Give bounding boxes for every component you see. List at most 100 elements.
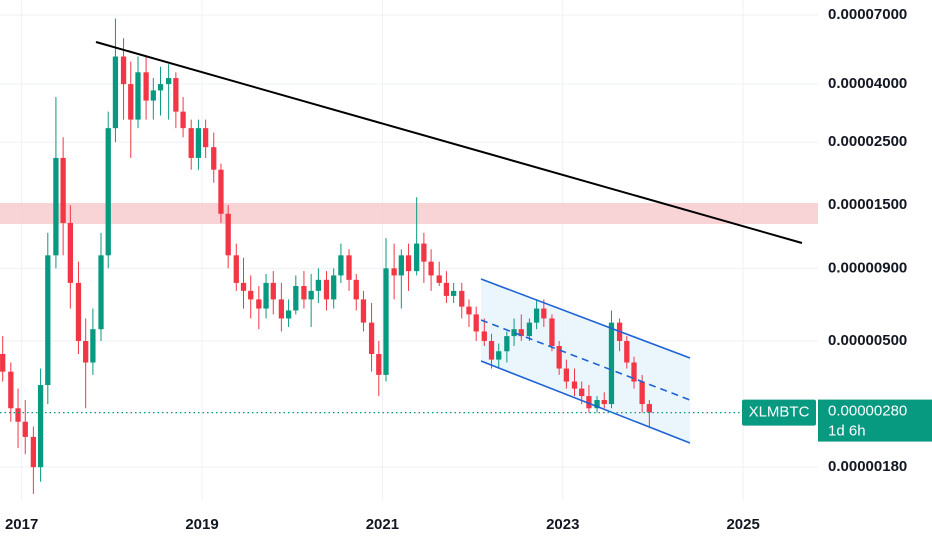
channel-bottom: [480, 360, 691, 444]
y-tick-label: 0.00000500: [828, 332, 907, 349]
candle-body: [421, 243, 427, 262]
candle-body: [37, 385, 44, 468]
candle-body: [278, 299, 285, 319]
candle-body: [233, 255, 239, 283]
price-label-bg: [818, 399, 932, 442]
candle-body: [150, 90, 156, 101]
candle-body: [15, 408, 21, 422]
candle-body: [90, 329, 96, 363]
candle-body: [518, 329, 524, 337]
x-tick-label: 2021: [366, 516, 399, 533]
candle-body: [60, 157, 66, 223]
price-label: 0.00000280: [828, 403, 907, 420]
candle-body: [594, 400, 600, 409]
candle-body: [391, 268, 397, 276]
candle-body: [135, 72, 141, 120]
candle-body: [504, 336, 510, 352]
x-tick-label: 2017: [5, 516, 38, 533]
candle-body: [157, 84, 164, 91]
candle-body: [143, 72, 149, 101]
candle-body: [473, 314, 479, 332]
candle-body: [338, 255, 344, 276]
candle-body: [346, 255, 352, 280]
axes: 2017 2019 2021 2023 2025 0.00007000 0.00004000…: [0, 6, 932, 533]
candle-body: [173, 78, 179, 112]
candle-body: [256, 299, 262, 309]
candle-body: [624, 340, 630, 363]
candle-body: [30, 436, 37, 468]
candle-body: [285, 310, 292, 319]
candle-body: [496, 351, 502, 360]
trend-line: [95, 41, 803, 244]
candle-body: [22, 421, 28, 437]
candle-body: [436, 275, 442, 283]
candle-body: [270, 282, 276, 300]
candle-body: [315, 279, 321, 291]
candle-body: [601, 400, 607, 405]
candle-body: [579, 388, 585, 397]
candle-body: [563, 368, 570, 382]
y-tick-label: 0.00002500: [828, 133, 907, 150]
candle-body: [263, 282, 269, 309]
candle-body: [556, 346, 562, 369]
candle-body: [75, 282, 82, 341]
candle-body: [541, 308, 547, 319]
candle-body: [225, 213, 231, 256]
candle-body: [549, 318, 555, 347]
candle-body: [376, 353, 382, 375]
candle-body: [405, 255, 412, 272]
candle-body: [53, 157, 59, 256]
resistance-zone: [0, 203, 818, 224]
candle-body: [443, 282, 450, 296]
candle-body: [45, 255, 51, 386]
candles: [0, 18, 652, 494]
candle-body: [353, 279, 359, 300]
candle-body: [533, 308, 540, 323]
y-tick-label: 0.00001500: [828, 196, 907, 213]
candle-body: [586, 396, 592, 409]
candle-body: [240, 282, 247, 291]
x-tick-label: 2019: [185, 516, 218, 533]
x-tick-label: 2025: [726, 516, 759, 533]
y-tick-label: 0.00007000: [828, 6, 907, 23]
countdown-label: 1d 6h: [828, 423, 866, 440]
candle-body: [105, 128, 111, 256]
candle-body: [571, 381, 578, 389]
candle-body: [128, 84, 134, 120]
candle-body: [646, 404, 652, 413]
candle-body: [248, 290, 254, 300]
candle-body: [459, 290, 465, 307]
candle-body: [398, 255, 404, 276]
candle-body: [323, 279, 330, 300]
candle-body: [188, 128, 194, 158]
candle-body: [414, 243, 420, 272]
candle-body: [331, 275, 337, 300]
channel-fill: [481, 279, 690, 443]
candle-body: [98, 255, 104, 330]
y-tick-label: 0.00000900: [828, 259, 907, 276]
y-tick-label: 0.00000180: [828, 458, 907, 475]
x-tick-label: 2023: [546, 516, 579, 533]
candle-body: [195, 128, 202, 158]
candle-body: [451, 290, 457, 296]
candle-body: [488, 340, 495, 360]
candle-body: [67, 222, 73, 283]
candle-body: [293, 286, 299, 311]
candle-body: [308, 290, 314, 300]
candle-body: [8, 371, 14, 409]
symbol-label: XLMBTC: [749, 404, 810, 421]
candle-body: [211, 147, 217, 170]
candle-body: [608, 322, 615, 405]
candle-body: [180, 111, 186, 129]
candle-body: [166, 78, 172, 85]
candle-body: [368, 322, 375, 354]
channel-top: [480, 278, 691, 359]
symbol-label-bg: [742, 399, 816, 426]
channel-mid: [480, 319, 691, 401]
candle-body: [120, 56, 127, 85]
candle-body: [481, 331, 487, 341]
candle-body: [466, 306, 472, 315]
candle-body: [0, 353, 6, 372]
